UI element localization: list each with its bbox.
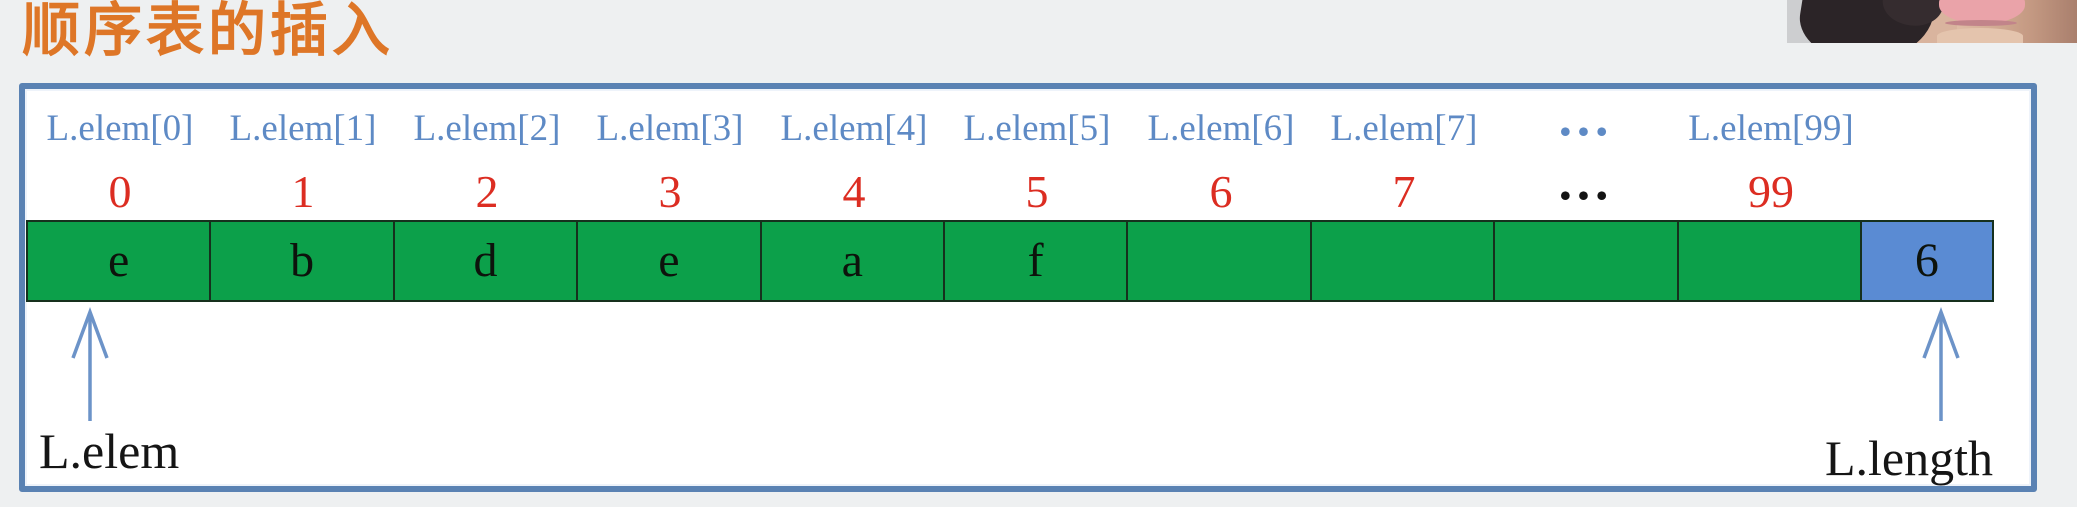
array-ref-label: L.elem[1] [229,108,377,149]
array-index-label: 1 [291,166,315,217]
elem-pointer-label: L.elem [39,423,180,479]
instructor-webcam-overlay [1787,0,2077,43]
length-pointer-label: L.length [1825,430,1994,486]
array-index-label: 2 [475,166,499,217]
page-title: 顺序表的插入 [22,0,395,63]
array-ref-label: L.elem[2] [413,108,561,149]
array-index-label: 0 [108,166,132,217]
array-index-label: 99 [1748,166,1794,217]
webcam-chin [1937,28,2023,43]
array-cell [1128,222,1312,300]
array-cell [1678,222,1862,300]
array-index-label: 7 [1392,166,1416,217]
array-cell: e [28,222,212,300]
array-cell: e [578,222,762,300]
up-arrow-icon [71,306,109,421]
webcam-lips-line [1945,20,2017,26]
array-index-label: 6 [1209,166,1233,217]
ellipsis-dots: ••• [1559,177,1615,213]
array-cell: f [944,222,1129,300]
up-arrow-icon [1922,306,1960,421]
length-cell: 6 [1861,222,1992,300]
array-ref-label: L.elem[4] [780,108,928,149]
array-index-label: 3 [658,166,682,217]
array-ref-label: L.elem[6] [1147,108,1295,149]
ellipsis-dots: ••• [1559,113,1615,149]
array-cell [1311,222,1496,300]
sequence-list-diagram-panel: L.elem[0] L.elem[1] L.elem[2] L.elem[3] … [19,83,2037,492]
array-cell: b [211,222,395,300]
array-ref-label: L.elem[7] [1330,108,1478,149]
array-cell: a [761,222,945,300]
array-ref-label: L.elem[99] [1688,108,1854,149]
array-cell: d [394,222,579,300]
array-cell-row: e b d e a f 6 [26,220,1994,302]
array-ref-label: L.elem[0] [46,108,194,149]
array-ref-label: L.elem[3] [596,108,744,149]
array-ref-label: L.elem[5] [963,108,1111,149]
array-index-label: 4 [842,166,866,217]
array-cell [1495,222,1679,300]
array-index-label: 5 [1025,166,1049,217]
